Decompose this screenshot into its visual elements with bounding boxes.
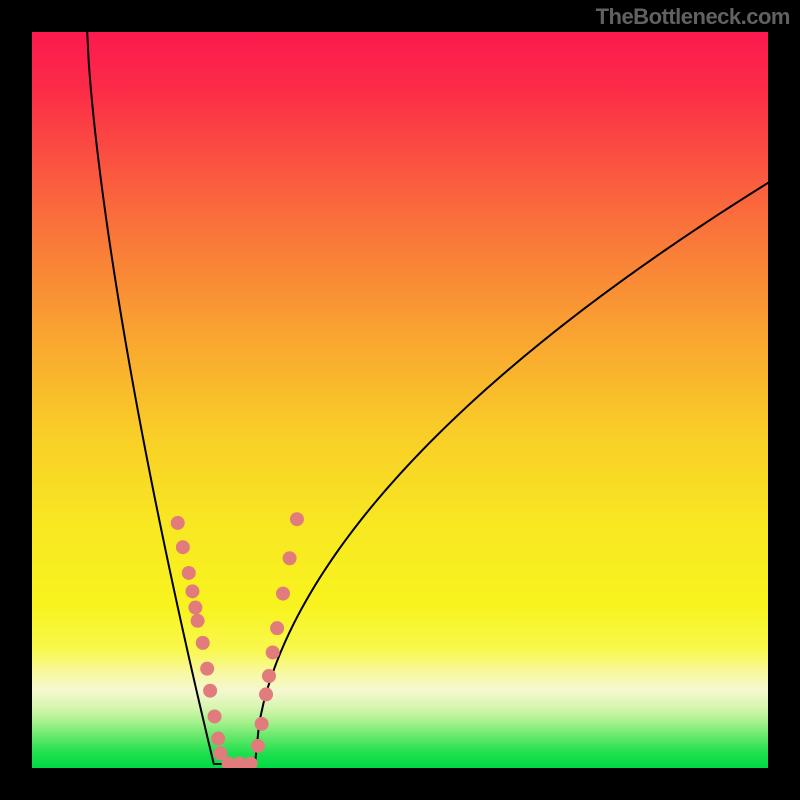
marker-dot	[185, 584, 199, 598]
marker-dot	[262, 669, 276, 683]
chart-svg	[0, 0, 800, 800]
marker-dot	[211, 732, 225, 746]
marker-dot	[259, 687, 273, 701]
marker-dot	[208, 709, 222, 723]
chart-container: TheBottleneck.com	[0, 0, 800, 800]
marker-dot	[290, 512, 304, 526]
marker-dot	[276, 587, 290, 601]
marker-dot	[203, 684, 217, 698]
marker-dot	[182, 566, 196, 580]
plot-background-gradient	[32, 32, 768, 768]
marker-dot	[251, 739, 265, 753]
marker-dot	[266, 645, 280, 659]
marker-dot	[255, 717, 269, 731]
marker-dot	[196, 636, 210, 650]
watermark-text: TheBottleneck.com	[596, 4, 790, 30]
marker-dot	[200, 662, 214, 676]
marker-dot	[176, 540, 190, 554]
marker-dot	[191, 614, 205, 628]
marker-dot	[171, 516, 185, 530]
marker-dot	[270, 621, 284, 635]
marker-dot	[283, 551, 297, 565]
marker-dot	[188, 601, 202, 615]
